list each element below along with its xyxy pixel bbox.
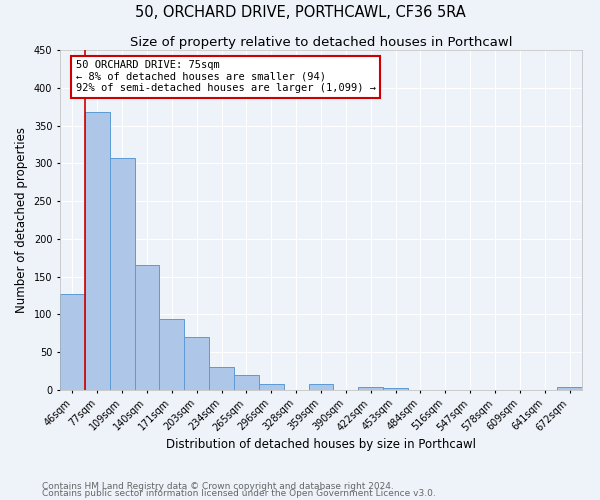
Bar [134,266,160,390]
Text: Contains HM Land Registry data © Crown copyright and database right 2024.: Contains HM Land Registry data © Crown c… [42,482,394,491]
Bar [110,158,134,390]
Bar [209,368,234,390]
Bar [557,387,582,390]
Bar [60,294,85,390]
Bar [85,112,110,390]
Text: Contains public sector information licensed under the Open Government Licence v3: Contains public sector information licen… [42,490,436,498]
Text: 50, ORCHARD DRIVE, PORTHCAWL, CF36 5RA: 50, ORCHARD DRIVE, PORTHCAWL, CF36 5RA [134,5,466,20]
Y-axis label: Number of detached properties: Number of detached properties [15,127,28,313]
Bar [259,384,284,390]
Title: Size of property relative to detached houses in Porthcawl: Size of property relative to detached ho… [130,36,512,49]
Bar [383,388,408,390]
X-axis label: Distribution of detached houses by size in Porthcawl: Distribution of detached houses by size … [166,438,476,451]
Bar [358,387,383,390]
Bar [308,384,334,390]
Bar [234,375,259,390]
Bar [184,337,209,390]
Text: 50 ORCHARD DRIVE: 75sqm
← 8% of detached houses are smaller (94)
92% of semi-det: 50 ORCHARD DRIVE: 75sqm ← 8% of detached… [76,60,376,94]
Bar [160,319,184,390]
